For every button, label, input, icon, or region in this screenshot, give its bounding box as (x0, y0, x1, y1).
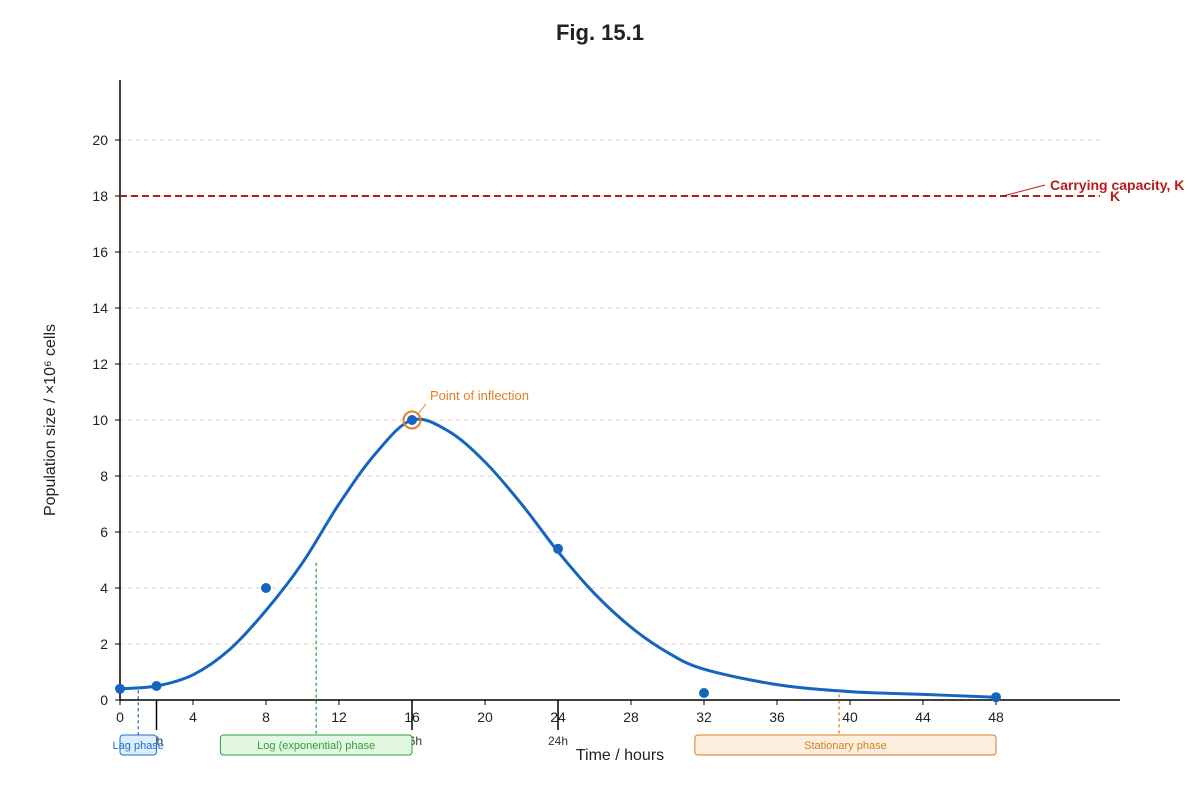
carrying-capacity: Carrying capacity, KK (120, 177, 1184, 204)
x-axis-label: Time / hours (576, 747, 664, 764)
growth-series: Point of inflection (115, 388, 1001, 703)
inflection-ring (402, 410, 422, 430)
phase-label: Log (exponential) phase (257, 740, 375, 752)
grid-lines (120, 139, 1100, 645)
x-tick-label: 0 (116, 709, 124, 725)
phase-box (119, 734, 157, 756)
data-point (261, 583, 271, 593)
y-tick-label: 10 (92, 412, 108, 428)
x-tick-label: 20 (477, 709, 493, 725)
data-point (151, 681, 162, 691)
phase-annotations: Lag phase Log (exponential) phase Stationa… (113, 562, 997, 756)
data-point (699, 688, 709, 698)
x-tick-label: 8 (262, 709, 270, 725)
chart-title: Fig. 15.1 (556, 20, 644, 45)
phase-box (694, 734, 997, 756)
x-tick-label: 44 (915, 709, 931, 725)
y-tick-label: 14 (92, 300, 108, 316)
y-tick-label: 4 (100, 580, 108, 596)
data-point (115, 683, 125, 694)
y-tick-label: 2 (100, 636, 108, 652)
data-point (407, 415, 417, 425)
y-tick-label: 20 (92, 132, 108, 148)
growth-curve-line (119, 417, 997, 699)
y-tick-label: 8 (100, 468, 108, 484)
x-tick-label: 28 (623, 709, 639, 725)
time-marker-label: 24h (548, 734, 568, 748)
y-tick-label: 16 (92, 244, 108, 260)
x-tick-label: 40 (842, 709, 858, 725)
phase-label: Stationary phase (804, 740, 887, 752)
carrying-capacity-k-label: K (1110, 188, 1120, 204)
phase-label: Lag phase (113, 740, 164, 752)
x-tick-label: 12 (331, 709, 347, 725)
y-tick-label: 18 (92, 188, 108, 204)
y-tick-label: 6 (100, 524, 108, 540)
data-point (553, 543, 563, 554)
y-tick-label: 12 (92, 356, 108, 372)
carrying-capacity-leader (1002, 184, 1046, 197)
carrying-capacity-label: Carrying capacity, K (1050, 177, 1184, 193)
x-tick-label: 32 (696, 709, 712, 725)
y-tick-label: 0 (100, 692, 108, 708)
x-tick-label: 4 (189, 709, 197, 725)
y-axis-label: Population size / ×10⁶ cells (42, 324, 59, 516)
x-tick-label: 48 (988, 709, 1004, 725)
inflection-leader (417, 403, 427, 415)
x-tick-label: 36 (769, 709, 785, 725)
data-point (991, 692, 1001, 703)
inflection-label: Point of inflection (430, 388, 529, 403)
phase-box (219, 734, 413, 756)
